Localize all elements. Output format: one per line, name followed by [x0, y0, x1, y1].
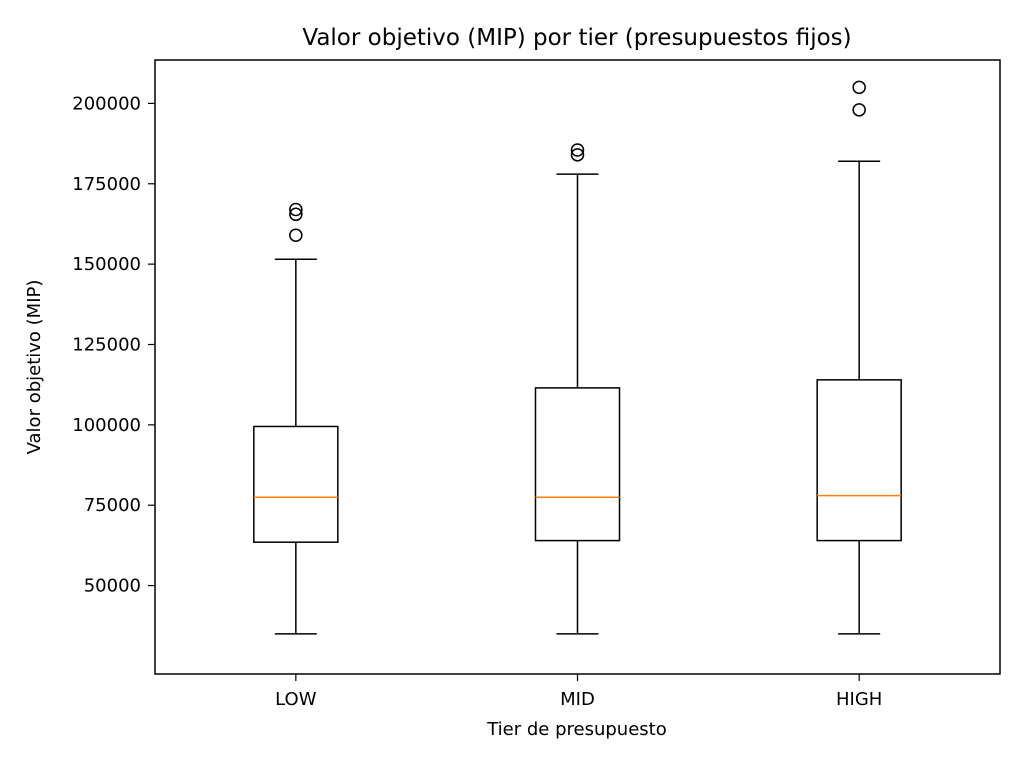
outlier-point [570, 148, 585, 162]
iqr-box [816, 379, 902, 542]
x-tick-label-low: LOW [275, 689, 317, 710]
outlier-point [289, 228, 303, 242]
y-tick-label: 100000 [72, 415, 141, 436]
plot-area-frame [154, 59, 1001, 675]
outlier-point [570, 143, 585, 157]
box-mid [534, 143, 621, 635]
outlier-point [852, 80, 866, 95]
chart-title: Valor objetivo (MIP) por tier (presupues… [302, 25, 851, 51]
y-tick-label: 125000 [72, 334, 141, 355]
x-tick-label-mid: MID [560, 689, 595, 710]
y-tick-label: 150000 [72, 254, 141, 275]
outlier-point [289, 207, 303, 222]
box-series [253, 80, 902, 635]
iqr-box [534, 387, 621, 542]
outlier-point [852, 103, 866, 117]
y-tick-label: 50000 [84, 576, 141, 597]
y-tick-label: 200000 [72, 93, 141, 114]
box-high [816, 80, 902, 635]
box-low [253, 202, 339, 635]
y-axis-label: Valor objetivo (MIP) [24, 280, 45, 455]
x-axis-label: Tier de presupuesto [486, 719, 667, 740]
outlier-point [289, 202, 303, 217]
y-tick-label: 175000 [72, 174, 141, 195]
y-axis-ticks: 50000 75000 100000 125000 150000 175000 200000 [72, 93, 155, 597]
x-tick-label-high: HIGH [836, 689, 882, 710]
x-axis-ticks: LOW MID HIGH [275, 674, 882, 710]
iqr-box [253, 425, 339, 543]
y-tick-label: 75000 [84, 495, 141, 516]
